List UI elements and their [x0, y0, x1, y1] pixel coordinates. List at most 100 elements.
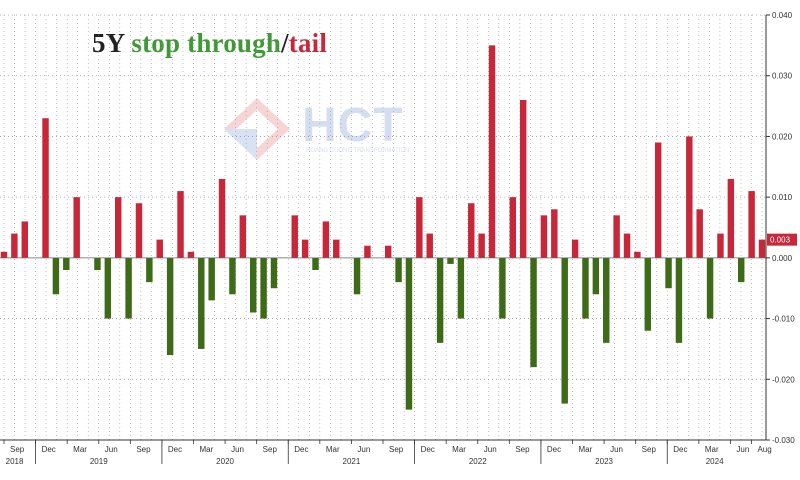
bar: [665, 257, 672, 289]
bar: [249, 257, 257, 313]
bar: [738, 257, 745, 283]
bar: [270, 257, 278, 289]
bar: [686, 136, 693, 258]
x-month-label: Dec: [168, 445, 182, 454]
title-separator: /: [281, 28, 289, 58]
bar: [634, 251, 641, 258]
x-year-label: 2023: [595, 457, 613, 466]
x-month-label: Jun: [736, 445, 749, 454]
x-month-label: Jun: [484, 445, 497, 454]
bar: [135, 203, 143, 258]
x-month-label: Aug: [757, 445, 771, 454]
bar: [104, 257, 112, 319]
x-year-label: 2018: [6, 457, 24, 466]
bar: [530, 257, 537, 368]
y-tick-label: 0.030: [772, 72, 793, 81]
bar: [509, 197, 517, 258]
x-month-label: Dec: [547, 445, 561, 454]
bar: [654, 142, 662, 258]
chart-title: 5Y stop through/tail: [92, 28, 327, 59]
x-year-label: 2019: [90, 457, 108, 466]
bar: [42, 118, 49, 258]
bar: [0, 251, 8, 258]
x-month-label: Sep: [263, 445, 278, 454]
bar: [416, 197, 423, 258]
y-tick-label: 0.020: [772, 132, 793, 141]
bar: [333, 239, 340, 258]
bar: [146, 257, 153, 283]
y-tick-label: -0.010: [772, 315, 795, 324]
x-month-label: Mar: [579, 445, 593, 454]
x-month-label: Sep: [10, 445, 25, 454]
y-tick-label: 0.010: [772, 193, 793, 202]
bar: [260, 257, 267, 319]
bar: [115, 197, 122, 258]
bar: [582, 257, 589, 319]
bar: [540, 215, 548, 258]
x-month-label: Sep: [136, 445, 151, 454]
bar: [405, 257, 413, 410]
x-year-label: 2022: [469, 457, 487, 466]
x-month-label: Sep: [642, 445, 657, 454]
bar: [603, 257, 610, 343]
bar: [613, 215, 620, 258]
bar: [551, 209, 558, 258]
x-year-label: 2024: [706, 457, 724, 466]
title-tail: tail: [288, 28, 328, 58]
x-month-label: Jun: [357, 445, 370, 454]
bar: [218, 178, 226, 258]
bar: [727, 178, 735, 258]
x-month-label: Mar: [200, 445, 214, 454]
x-month-label: Dec: [42, 445, 56, 454]
bar: [623, 233, 631, 258]
bar: [177, 191, 184, 258]
bar: [488, 45, 496, 258]
bar: [571, 239, 579, 258]
bar: [73, 197, 80, 258]
title-prefix: 5Y: [92, 28, 125, 58]
bar: [519, 100, 527, 258]
x-month-label: Mar: [452, 445, 466, 454]
bar: [717, 233, 724, 258]
bar: [21, 221, 28, 258]
watermark-subtext: HOANG CUONG TRANSFORMATION: [306, 148, 410, 154]
bar: [125, 257, 132, 319]
bar: [675, 257, 683, 343]
bar: [301, 239, 309, 258]
y-tick-label: 0.040: [772, 11, 793, 20]
x-month-label: Sep: [515, 445, 530, 454]
bar: [312, 257, 319, 270]
bar: [499, 257, 506, 319]
x-year-label: 2020: [216, 457, 234, 466]
x-month-label: Jun: [610, 445, 623, 454]
bar: [229, 257, 236, 295]
bar: [94, 257, 101, 270]
x-month-label: Dec: [294, 445, 308, 454]
x-month-label: Dec: [673, 445, 687, 454]
bar: [52, 257, 60, 295]
x-year-label: 2021: [343, 457, 361, 466]
bar: [436, 257, 444, 343]
bar: [166, 257, 174, 355]
x-month-label: Mar: [705, 445, 719, 454]
bar: [364, 245, 371, 258]
bar: [291, 215, 298, 258]
bar: [644, 257, 651, 331]
bar: [478, 233, 485, 258]
bar: [426, 233, 433, 258]
bar: [63, 257, 70, 270]
bar: [208, 257, 215, 301]
y-tick-label: 0.000: [772, 254, 793, 263]
watermark-text: HCT: [302, 99, 404, 152]
bar: [748, 191, 755, 258]
x-month-label: Jun: [231, 445, 244, 454]
bar: [395, 257, 402, 283]
bar: [592, 257, 600, 295]
bar: [198, 257, 205, 349]
bar: [156, 239, 163, 258]
bar: [353, 257, 361, 295]
bar: [457, 257, 465, 319]
last-value-label: 0.003: [770, 236, 791, 245]
bar: [322, 221, 330, 258]
